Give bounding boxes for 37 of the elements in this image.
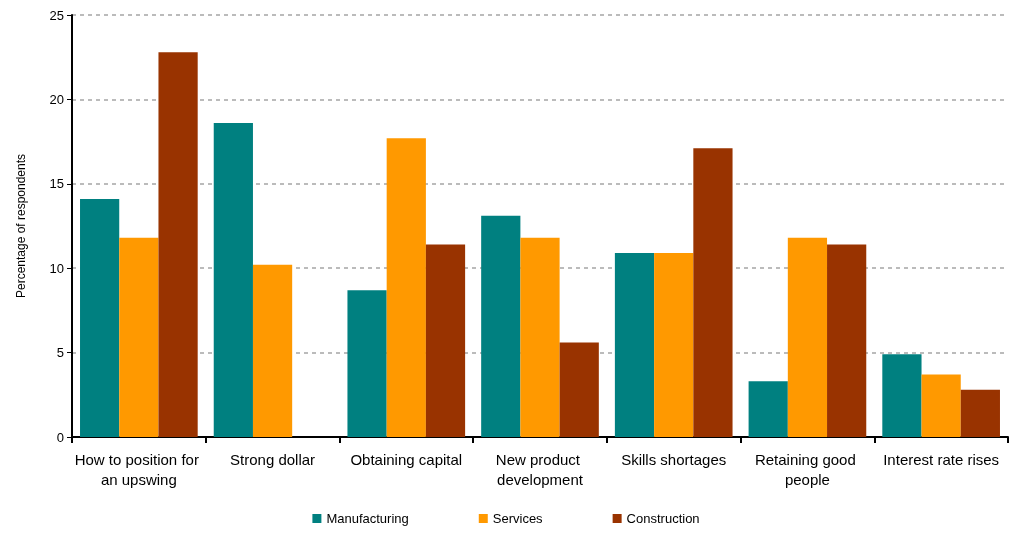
bar (787, 237, 828, 437)
x-tick-label: Retaining good people (754, 450, 860, 488)
bar (119, 237, 159, 437)
y-tick-label: 25 (49, 7, 64, 23)
y-tick-label: 15 (49, 176, 64, 192)
bar (827, 244, 867, 437)
y-tick-label: 5 (56, 345, 64, 361)
bar (614, 253, 655, 437)
bar (347, 290, 387, 437)
bar (520, 237, 560, 437)
x-tick-label: Skills shortages (621, 450, 727, 468)
x-tick-label: Strong dollar (230, 450, 316, 468)
y-axis-title: Percentage of respondents (14, 153, 28, 299)
bar (748, 381, 788, 437)
bar (559, 342, 599, 437)
bar (481, 215, 521, 437)
legend-label: Manufacturing (326, 511, 409, 526)
y-tick-label: 0 (56, 429, 64, 445)
x-tick-label: New product development (495, 450, 585, 488)
bar (921, 374, 961, 437)
bar (654, 253, 694, 437)
bar (693, 148, 733, 437)
y-tick-label: 20 (49, 91, 64, 107)
legend-label: Construction (626, 511, 700, 526)
bar (386, 138, 426, 437)
y-tick-label: 10 (49, 260, 64, 276)
bar (252, 264, 293, 437)
bar (213, 123, 253, 437)
x-tick-label: Interest rate rises (883, 450, 1000, 468)
x-tick-label: Obtaining capital (350, 450, 463, 468)
bar (158, 52, 198, 437)
x-tick-label: How to position for an upswing (74, 450, 204, 488)
legend-label: Services (492, 511, 544, 526)
bar (882, 354, 922, 437)
bar (425, 244, 466, 437)
bar (960, 389, 1000, 437)
bar (80, 198, 120, 437)
